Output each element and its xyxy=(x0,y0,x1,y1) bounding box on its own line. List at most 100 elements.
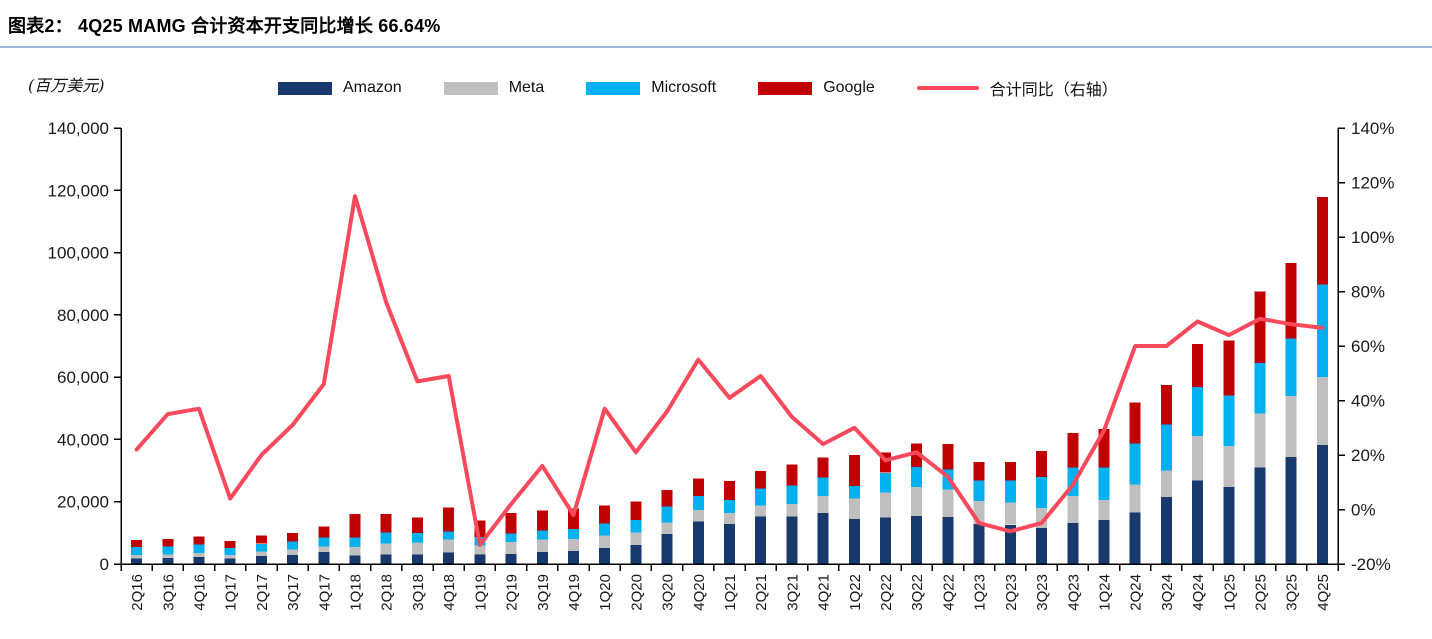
bar-segment-amazon xyxy=(318,552,330,564)
bar-segment-microsoft xyxy=(1254,362,1266,414)
x-axis-tick-label: 1Q17 xyxy=(223,574,240,611)
left-axis-tick-label: 120,000 xyxy=(48,181,109,200)
x-axis-tick-label: 1Q25 xyxy=(1221,574,1238,611)
x-axis-tick-label: 2Q16 xyxy=(129,574,146,611)
y-axis-unit-label: (百万美元) xyxy=(28,76,105,95)
legend-label-yoy: 合计同比（右轴） xyxy=(989,82,1118,99)
bar-segment-amazon xyxy=(755,516,767,564)
bar-segment-meta xyxy=(505,542,517,554)
bar-segment-google xyxy=(568,508,579,529)
bar-segment-amazon xyxy=(1223,486,1235,564)
x-axis-tick-label: 4Q19 xyxy=(566,574,583,611)
bar-segment-google xyxy=(848,455,860,486)
bar-segment-google xyxy=(1129,402,1141,444)
x-axis-tick-label: 2Q22 xyxy=(878,574,895,611)
bar-segment-google xyxy=(411,517,423,533)
left-axis-tick-label: 140,000 xyxy=(48,119,109,138)
bar-segment-google xyxy=(1223,340,1235,396)
bar-segment-meta xyxy=(474,545,486,555)
microsoft-swatch-icon xyxy=(586,81,641,95)
bar-segment-microsoft xyxy=(505,533,517,543)
x-axis-tick-label: 2Q18 xyxy=(379,574,396,611)
legend-label-google: Google xyxy=(823,79,875,96)
bar-segment-meta xyxy=(786,503,798,517)
bar-segment-meta xyxy=(880,492,891,518)
bar-segment-google xyxy=(380,514,392,533)
x-axis-tick-label: 2Q25 xyxy=(1253,574,1270,611)
x-axis-tick-label: 3Q20 xyxy=(660,574,677,611)
bar-segment-google xyxy=(1098,429,1110,468)
bar-segment-microsoft xyxy=(443,531,455,540)
right-axis-tick-label: 20% xyxy=(1351,446,1385,465)
x-axis-tick-label: 1Q20 xyxy=(597,574,614,611)
bar-segment-amazon xyxy=(568,551,579,564)
bar-segment-meta xyxy=(443,539,455,553)
bar-segment-microsoft xyxy=(193,544,205,554)
bar-segment-microsoft xyxy=(661,506,673,523)
legend-label-amazon: Amazon xyxy=(343,79,402,96)
yoy-line xyxy=(134,194,1325,547)
right-axis-tick-label: 140% xyxy=(1351,119,1394,138)
bar-segment-google xyxy=(973,461,985,481)
bar-segment-meta xyxy=(692,510,704,522)
bar-segment-meta xyxy=(1067,496,1079,523)
x-axis-tick-label: 2Q21 xyxy=(753,574,770,611)
bar-segment-google xyxy=(1036,451,1048,477)
bar-segment-microsoft xyxy=(1223,395,1235,446)
bar-segment-microsoft xyxy=(255,543,267,552)
legend-label-microsoft: Microsoft xyxy=(651,79,717,96)
bar-segment-google xyxy=(255,535,267,544)
bar-segment-microsoft xyxy=(755,488,767,506)
x-axis-tick-label: 3Q19 xyxy=(535,574,552,611)
bar-segment-google xyxy=(630,501,642,520)
bar-segment-meta xyxy=(255,551,267,556)
bar-segment-microsoft xyxy=(1192,386,1204,436)
bar-segment-microsoft xyxy=(1098,467,1110,500)
bar-segment-amazon xyxy=(880,517,891,564)
x-axis-tick-label: 4Q18 xyxy=(441,574,458,611)
x-axis-tick-label: 1Q19 xyxy=(472,574,489,611)
bar-segment-microsoft xyxy=(287,541,299,550)
x-axis-tick-label: 4Q21 xyxy=(816,574,833,611)
bar-segment-amazon xyxy=(911,515,923,564)
bar-segment-meta xyxy=(287,549,299,555)
bar-segment-google xyxy=(692,478,704,497)
x-axis-tick-label: 4Q17 xyxy=(316,574,333,611)
bar-segment-amazon xyxy=(380,554,392,564)
bar-segment-meta xyxy=(1223,446,1235,487)
bar-segment-meta xyxy=(536,539,548,552)
bar-segment-google xyxy=(131,540,143,547)
x-axis-tick-label: 4Q20 xyxy=(691,574,708,611)
bar-segment-meta xyxy=(973,500,985,524)
x-axis-tick-label: 4Q24 xyxy=(1190,574,1207,611)
x-axis-tick-label: 1Q22 xyxy=(847,574,864,611)
bar-segment-amazon xyxy=(474,554,486,564)
legend-item-meta: Meta xyxy=(443,79,544,97)
bar-segment-meta xyxy=(349,547,361,556)
bar-segment-amazon xyxy=(817,512,829,564)
bar-segment-meta xyxy=(911,487,923,516)
bar-segment-meta xyxy=(1036,507,1048,529)
legend-item-google: Google xyxy=(758,79,875,97)
bar-segment-amazon xyxy=(1067,522,1079,564)
bar-segment-microsoft xyxy=(349,537,361,548)
bar-segment-microsoft xyxy=(1004,480,1016,503)
bar-segment-google xyxy=(724,481,735,501)
bar-segment-meta xyxy=(568,539,579,552)
bar-segment-google xyxy=(599,505,611,524)
google-swatch-icon xyxy=(758,81,813,95)
left-axis-tick-label: 100,000 xyxy=(48,244,109,263)
bar-segment-google xyxy=(911,443,923,467)
bar-segment-amazon xyxy=(661,534,673,564)
bar-segment-meta xyxy=(131,555,143,559)
x-axis-tick-label: 1Q23 xyxy=(972,574,989,611)
amazon-swatch-icon xyxy=(278,81,332,95)
bar-segment-microsoft xyxy=(599,523,611,536)
bar-segment-google xyxy=(505,512,517,534)
bar-segment-microsoft xyxy=(318,537,330,547)
bar-segment-amazon xyxy=(942,517,954,564)
bar-segment-meta xyxy=(1192,436,1204,481)
bar-segment-amazon xyxy=(224,558,236,564)
bar-segment-microsoft xyxy=(724,500,735,513)
